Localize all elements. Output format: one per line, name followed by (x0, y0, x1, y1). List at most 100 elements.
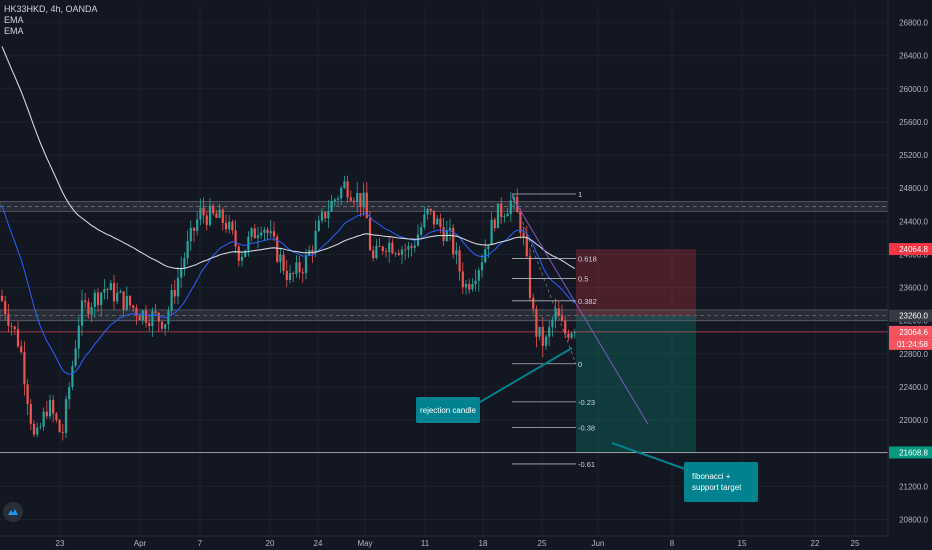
candle (55, 413, 58, 421)
stop-loss-zone (576, 249, 696, 316)
price-tick-label: 22800.0 (899, 350, 928, 359)
candle (20, 346, 23, 353)
price-tick-label: 21200.0 (899, 482, 928, 491)
candle (573, 332, 576, 334)
candle (301, 272, 304, 274)
indicator-ema-2[interactable]: EMA (4, 26, 24, 36)
candle (250, 228, 253, 237)
candle (234, 230, 237, 247)
candle (266, 229, 269, 234)
candle (212, 205, 215, 214)
candle (74, 348, 77, 366)
candle (509, 200, 512, 214)
candle (52, 399, 55, 414)
candle (64, 399, 68, 433)
candle (135, 307, 138, 316)
candle (215, 213, 218, 218)
candle (461, 271, 464, 288)
candle (186, 241, 189, 259)
candle (285, 270, 288, 280)
candle (528, 256, 532, 298)
candle (535, 308, 538, 337)
candle (221, 209, 224, 223)
candle (304, 254, 308, 274)
candle (32, 423, 36, 435)
fib-level-label: -0.23 (578, 398, 595, 407)
tradingview-logo-icon[interactable] (3, 502, 23, 522)
time-tick-label: 7 (198, 539, 203, 548)
time-tick-label: 24 (314, 539, 323, 548)
candle (167, 310, 170, 325)
candle (477, 270, 480, 281)
indicator-ema-1[interactable]: EMA (4, 15, 24, 25)
candle (90, 307, 93, 315)
candle (388, 242, 391, 252)
fib-level-label: 0.618 (578, 255, 597, 264)
candle (432, 210, 436, 225)
callout-pointer (611, 442, 689, 471)
candle (429, 208, 432, 211)
candle (557, 308, 560, 317)
candle (253, 228, 256, 239)
candle (394, 253, 397, 254)
candle (359, 193, 362, 208)
candle (330, 201, 333, 212)
candle (205, 215, 208, 225)
candle (298, 262, 301, 273)
price-tag-label: 24064.8 (899, 245, 928, 254)
candle (26, 384, 29, 405)
candle (16, 329, 20, 347)
candle (58, 420, 61, 433)
time-tick-label: Jun (592, 539, 605, 548)
candle (4, 301, 7, 315)
price-tag-label: 21608.8 (899, 448, 928, 457)
candle (320, 212, 324, 221)
callout-label: fibonacci + (692, 472, 731, 481)
candle (132, 305, 135, 308)
candle (122, 291, 125, 310)
price-tick-label: 22000.0 (899, 416, 928, 425)
candle (487, 245, 490, 250)
candle (551, 319, 554, 328)
time-tick-label: 8 (670, 539, 675, 548)
candle (125, 295, 128, 310)
candle (474, 280, 477, 285)
candle (423, 214, 426, 228)
price-tick-label: 23600.0 (899, 284, 928, 293)
candle (141, 310, 144, 320)
candle (176, 277, 180, 297)
price-tag-label: 23064.6 (899, 328, 928, 337)
candle (164, 324, 167, 329)
ema-fast-line (1, 205, 576, 375)
candle (237, 246, 240, 261)
candle (522, 232, 525, 237)
price-tick-label: 24400.0 (899, 217, 928, 226)
price-axis (888, 0, 932, 550)
candle (458, 250, 461, 272)
candle (506, 213, 509, 217)
candle (208, 205, 212, 225)
candle (420, 227, 423, 235)
candle (256, 235, 260, 239)
candle (144, 310, 148, 323)
candle (410, 246, 413, 248)
candle (48, 399, 52, 417)
candle (525, 236, 528, 257)
candle (80, 300, 84, 326)
price-tag-label: 23260.0 (899, 312, 928, 321)
candle (404, 249, 407, 251)
candle (100, 292, 103, 306)
price-tick-label: 25600.0 (899, 118, 928, 127)
candle (503, 216, 506, 218)
candle (279, 254, 282, 262)
time-tick-label: 11 (421, 539, 430, 548)
candle (340, 188, 343, 199)
candle (13, 326, 16, 330)
time-tick-label: 25 (851, 539, 860, 548)
candle (10, 325, 13, 327)
candle (276, 236, 279, 262)
candle (548, 327, 551, 337)
price-tag (889, 337, 932, 350)
